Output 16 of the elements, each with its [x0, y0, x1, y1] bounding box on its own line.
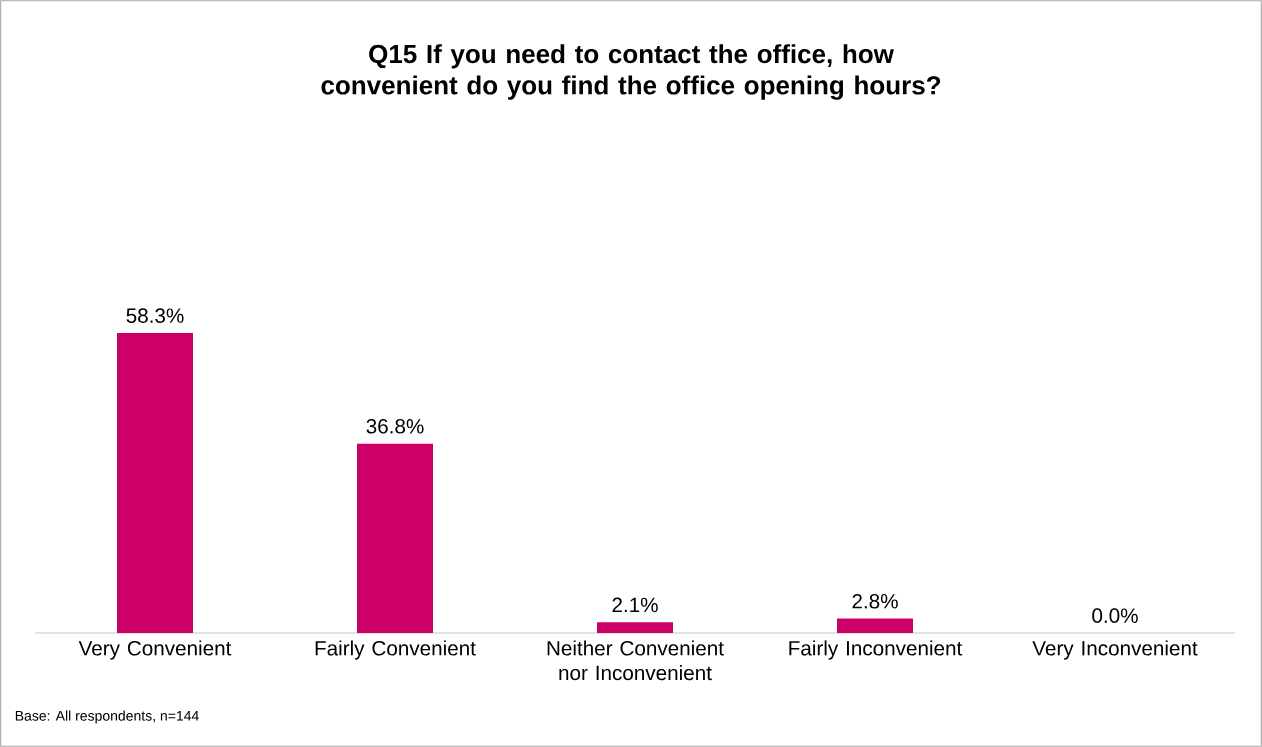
data-label: 2.1%: [612, 597, 658, 613]
data-label: 2.8%: [852, 593, 898, 609]
x-tick-label: Neither Convenient nor Inconvenient: [547, 640, 724, 681]
x-tick-label: Fairly Convenient: [315, 640, 476, 660]
bar: [117, 332, 194, 633]
bar: [597, 622, 674, 633]
data-label: 36.8%: [366, 418, 424, 434]
x-tick-label: Very Convenient: [78, 640, 232, 660]
data-label: 0.0%: [1092, 608, 1138, 623]
x-tick-label: Very Inconvenient: [1032, 640, 1198, 660]
x-tick-label: Fairly Inconvenient: [789, 640, 963, 660]
bar: [357, 443, 434, 633]
chart-title: Q15 If you need to contact the office, how convenient do you find the office opening hours?: [321, 44, 941, 100]
text: Base: All respondents, n=144: [15, 710, 199, 724]
bar: [837, 618, 914, 633]
data-label: 58.3%: [126, 308, 184, 323]
